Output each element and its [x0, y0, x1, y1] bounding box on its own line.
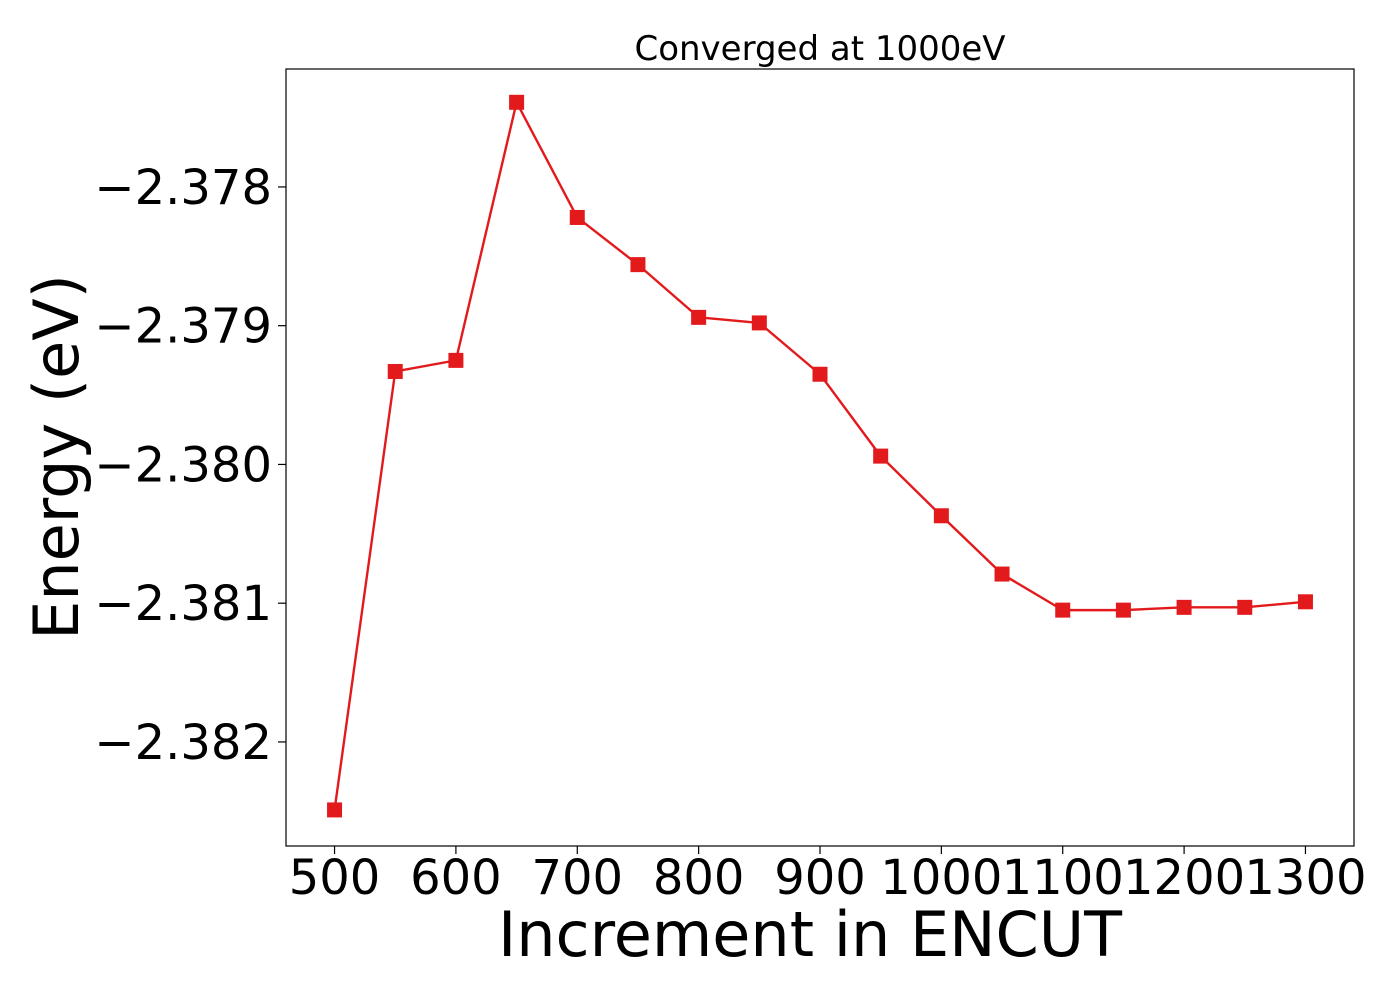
- series-line: [333, 101, 1306, 811]
- data-point: [1115, 602, 1131, 618]
- data-point: [1176, 599, 1192, 615]
- y-tick-label: −2.382: [94, 715, 272, 771]
- data-point: [630, 257, 646, 273]
- data-point: [812, 366, 828, 382]
- data-point: [933, 508, 949, 524]
- plot-frame: [285, 68, 1355, 847]
- data-point: [327, 802, 343, 818]
- x-tick-label: 800: [653, 850, 745, 906]
- x-axis-label: Increment in ENCUT: [498, 898, 1123, 971]
- x-tick-label: 1100: [1002, 850, 1124, 906]
- data-point: [569, 209, 585, 225]
- data-point: [448, 352, 464, 368]
- chart-title: Converged at 1000eV: [634, 29, 1005, 69]
- x-tick-label: 1000: [880, 850, 1002, 906]
- x-tick-label: 700: [531, 850, 623, 906]
- y-axis-label: Energy (eV): [20, 274, 93, 640]
- data-point: [873, 448, 889, 464]
- x-tick-label: 1200: [1123, 850, 1245, 906]
- data-point: [691, 309, 707, 325]
- x-tick-label: 900: [774, 850, 866, 906]
- data-point: [1297, 594, 1313, 610]
- data-point: [509, 94, 525, 110]
- y-tick-label: −2.379: [94, 299, 272, 355]
- data-point: [1055, 602, 1071, 618]
- data-point: [994, 566, 1010, 582]
- x-tick-label: 1300: [1244, 850, 1366, 906]
- data-point: [1237, 599, 1253, 615]
- x-axis: 500 600 700 800 900 1000 1100 1200 1300: [289, 846, 1367, 906]
- y-tick-label: −2.381: [94, 576, 272, 632]
- x-tick-label: 600: [410, 850, 502, 906]
- x-tick-label: 500: [289, 850, 381, 906]
- plot-area: [285, 68, 1355, 847]
- y-tick-label: −2.378: [94, 160, 272, 216]
- y-tick-label: −2.380: [94, 437, 272, 493]
- data-point: [387, 363, 403, 379]
- y-axis: −2.378 −2.379 −2.380 −2.381 −2.382: [94, 160, 286, 771]
- data-point: [751, 315, 767, 331]
